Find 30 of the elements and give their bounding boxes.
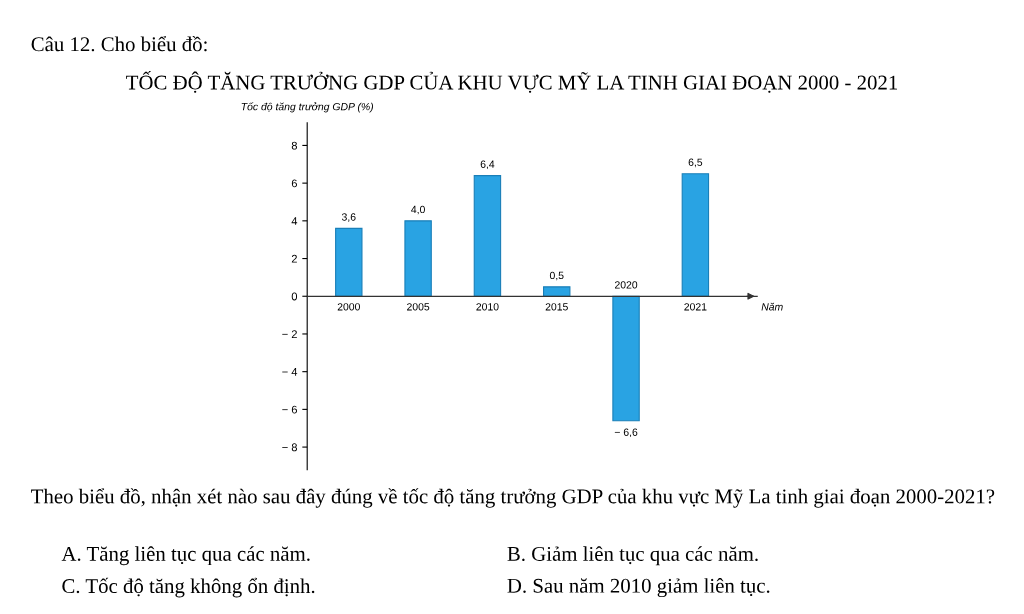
y-tick-label: 0 [291, 292, 298, 301]
y-tick-label: − 6 [282, 405, 297, 414]
data-label: 6,4 [480, 160, 495, 170]
y-tick-label: − 8 [282, 443, 297, 452]
data-label: 4,0 [411, 205, 425, 215]
text: D. Sau năm 2010 giảm liên tục. [507, 578, 770, 598]
y-axis-title: Tốc độ tăng trưởng GDP (%) [241, 102, 374, 113]
y-tick-label: 8 [291, 141, 297, 150]
x-tick-label: 2020 [615, 281, 638, 289]
x-tick-label: 2021 [684, 303, 707, 311]
text: Câu 12. Cho biểu đồ: [31, 35, 207, 52]
y-tick-label: 2 [291, 254, 297, 263]
data-label: − 6,6 [614, 428, 638, 438]
x-tick-label: 2010 [476, 303, 499, 311]
text: C. Tốc độ tăng không ổn định. [62, 577, 315, 598]
data-label: 0,5 [549, 271, 564, 281]
x-tick-label: 2000 [337, 303, 360, 311]
data-label: 3,6 [341, 213, 356, 222]
y-tick-label: − 4 [282, 368, 298, 376]
x-tick-label: 2005 [407, 303, 430, 311]
y-tick-label: 4 [291, 217, 298, 225]
data-label: 6,5 [688, 158, 703, 168]
text: B. Giảm liên tục qua các năm. [507, 546, 758, 566]
x-tick-label: 2015 [545, 303, 568, 311]
x-axis-title: Năm [761, 302, 783, 311]
text: A. Tăng liên tục qua các năm. [61, 546, 310, 566]
text: Theo biểu đồ, nhận xét nào sau đây đúng về tốc độ tăng trưởng GDP của khu vực Mỹ La tinh giai đoạn 2000-2021? [31, 488, 995, 508]
chart-title: TỐC ĐỘ TĂNG TRƯỞNG GDP CỦA KHU VỰC MỸ LA TINH GIAI ĐOẠN 2000 - 2021 [126, 70, 898, 93]
y-tick-label: − 2 [282, 330, 297, 338]
y-tick-label: 6 [291, 179, 297, 188]
